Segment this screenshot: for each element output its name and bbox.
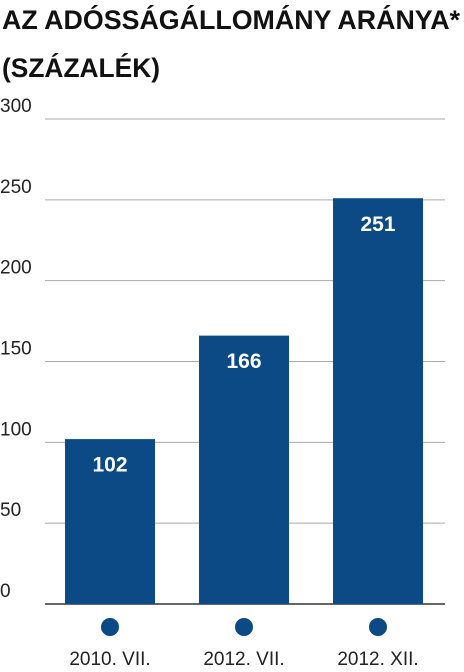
chart-subtitle: (SZÁZALÉK) <box>2 52 160 83</box>
y-tick-label: 150 <box>0 339 32 360</box>
x-tick-label: 2012. VII. <box>203 649 284 670</box>
x-tick-label: 2012. XII. <box>337 649 418 670</box>
category-dot <box>101 618 119 636</box>
category-dot <box>369 618 387 636</box>
y-tick-label: 50 <box>0 500 21 521</box>
bar <box>65 439 155 604</box>
bar <box>199 335 289 604</box>
value-label: 166 <box>226 350 261 373</box>
value-label: 251 <box>360 213 395 236</box>
chart-title: AZ ADÓSSÁGÁLLOMÁNY ARÁNYA* <box>2 4 460 35</box>
value-label: 102 <box>92 454 127 477</box>
category-dot <box>235 618 253 636</box>
y-tick-label: 0 <box>0 581 11 602</box>
y-tick-label: 250 <box>0 177 32 198</box>
x-tick-label: 2010. VII. <box>69 649 150 670</box>
y-tick-label: 300 <box>0 96 32 117</box>
y-tick-label: 100 <box>0 419 32 440</box>
bar <box>333 198 423 604</box>
y-tick-label: 200 <box>0 258 32 279</box>
